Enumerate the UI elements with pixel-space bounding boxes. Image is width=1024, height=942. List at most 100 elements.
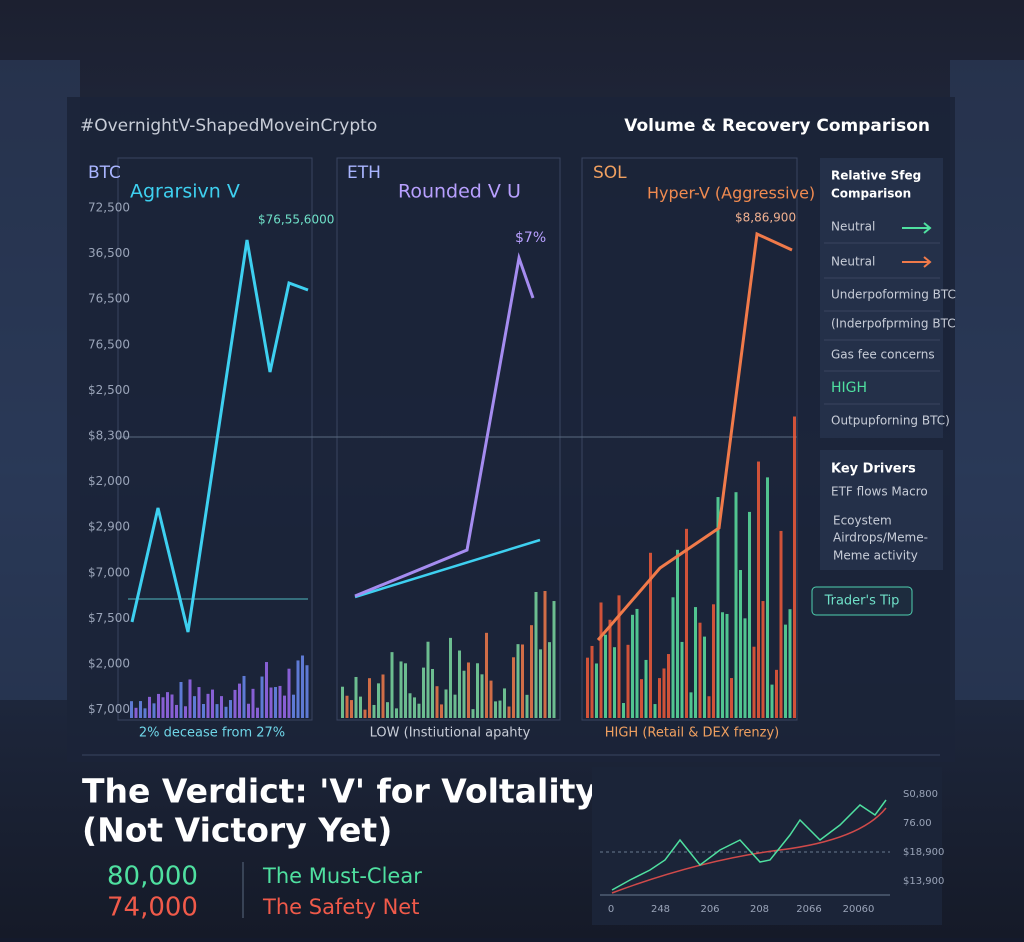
volume-bar — [251, 688, 255, 718]
volume-bar — [278, 685, 282, 718]
volume-bar — [512, 657, 515, 718]
mini-x-label: 206 — [700, 904, 719, 915]
level-value: 80,000 — [107, 862, 198, 892]
volume-bar — [287, 668, 291, 718]
volume-bar — [503, 688, 506, 718]
volume-bar — [480, 674, 484, 718]
y-tick-label: 76,500 — [88, 292, 130, 306]
footer: HIGH (Retail & DEX frenzy) — [605, 726, 780, 741]
driver: Ecoystem — [833, 514, 892, 528]
comparison-row: Neutral — [831, 255, 875, 269]
verdict-title: (Not Victory Yet) — [82, 811, 392, 850]
volume-bars — [130, 416, 796, 718]
volume-bar — [242, 675, 246, 718]
volume-bar — [779, 530, 783, 718]
mini-y-label: 76.00 — [903, 818, 932, 829]
y-tick-label: $2,000 — [88, 657, 130, 671]
level-label: The Must-Clear — [262, 864, 422, 888]
mini-x-label: 248 — [651, 904, 670, 915]
volume-bar — [399, 661, 403, 718]
mini-y-label: $13,900 — [903, 876, 944, 887]
volume-bar — [184, 706, 187, 718]
peak-label: $76,55,6000 — [258, 213, 334, 227]
footer: LOW (Instiutional apahty — [370, 726, 531, 741]
volume-bar — [417, 703, 421, 718]
volume-bar — [617, 595, 621, 718]
volume-bar — [775, 669, 778, 718]
volume-bar — [265, 662, 268, 718]
volume-bar — [752, 646, 756, 718]
volume-bar — [148, 696, 151, 718]
peak-label: $8,86,900 — [735, 211, 796, 225]
main-panel — [67, 97, 955, 762]
volume-bar — [653, 704, 657, 718]
volume-bar — [590, 645, 594, 718]
volume-bar — [788, 609, 792, 718]
comparison-row: HIGH — [831, 380, 867, 396]
volume-bar — [685, 528, 688, 718]
mini-x-label: 208 — [750, 904, 769, 915]
volume-bar — [354, 676, 358, 718]
btc-y-axis: 72,500 36,500 76,500 76,500 $2,500 $8,300 $2,0… — [88, 201, 130, 717]
volume-bar — [662, 668, 666, 718]
mini-axes: S0,800 76.00 $18,900 $13,900 0 248 206 208 2066 2… — [608, 789, 945, 915]
volume-bar — [229, 700, 232, 718]
y-tick-label: $2,900 — [88, 520, 130, 534]
mini-x-label: 2066 — [796, 904, 821, 915]
volume-bar — [426, 641, 430, 718]
tip-button[interactable] — [811, 586, 913, 616]
volume-bar — [626, 644, 630, 718]
volume-bar — [631, 614, 634, 718]
volume-bar — [667, 654, 670, 718]
volume-bar — [485, 632, 488, 718]
volume-bar — [256, 707, 259, 718]
volume-bar — [622, 703, 625, 718]
sol-line — [596, 231, 793, 641]
volume-bar — [444, 689, 448, 718]
volume-bar — [341, 686, 344, 718]
volume-bar — [215, 704, 219, 718]
volume-bar — [440, 704, 443, 718]
arrow — [902, 256, 932, 268]
comparison-panel — [820, 158, 943, 438]
volume-bar — [350, 700, 353, 718]
volume-bar — [525, 694, 529, 718]
volume-bar — [166, 692, 169, 718]
y-tick-label: 72,500 — [88, 201, 130, 215]
volume-bar — [359, 696, 362, 718]
volume-bar — [640, 679, 643, 718]
volume-bar — [431, 668, 434, 718]
volume-bar — [671, 597, 675, 718]
volume-bar — [739, 570, 742, 718]
volume-bar — [694, 607, 697, 718]
volume-bar — [534, 591, 538, 718]
volume-bar — [716, 497, 720, 718]
volume-bar — [363, 709, 367, 718]
volume-bar — [635, 608, 639, 718]
window-left — [0, 60, 80, 700]
volume-bar — [211, 689, 214, 718]
pattern: Rounded V U — [398, 181, 521, 203]
volume-bar — [179, 682, 183, 718]
volume-bar — [435, 686, 439, 718]
volume-bar — [698, 622, 702, 718]
volume-bar — [296, 660, 300, 718]
volume-bar — [784, 624, 787, 718]
driver: Airdrops/Meme- — [833, 531, 928, 545]
volume-bar — [649, 552, 652, 718]
volume-bar — [680, 641, 684, 718]
volume-bar — [552, 601, 556, 718]
volume-bar — [604, 634, 607, 718]
volume-bar — [152, 703, 156, 718]
comparison-row: Underpoforming BTC — [831, 288, 956, 302]
arrow — [902, 222, 932, 234]
volume-bar — [644, 659, 648, 718]
driver: ETF flows Macro — [831, 485, 928, 499]
mini-red-line — [611, 807, 887, 894]
volume-bar — [247, 703, 250, 718]
volume-bar — [770, 684, 774, 718]
tip-button-label[interactable]: Trader's Tip — [824, 594, 900, 609]
header-title: Volume & Recovery Comparison — [624, 116, 930, 136]
ticker: BTC — [88, 163, 121, 183]
mini-y-label: S0,800 — [903, 789, 938, 800]
